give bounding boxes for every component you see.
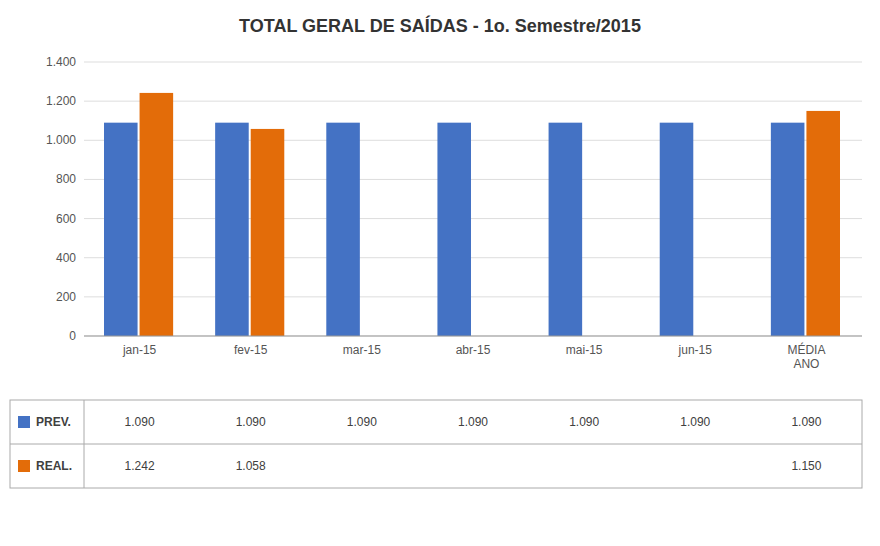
legend-label: REAL. — [36, 459, 72, 473]
x-tick-label: abr-15 — [456, 343, 491, 357]
grid-line — [84, 296, 862, 297]
bar — [140, 93, 174, 336]
legend-swatch — [18, 460, 30, 472]
grid-line — [84, 140, 862, 141]
y-tick-label: 1.400 — [46, 55, 76, 69]
x-tick-label: MÉDIAANO — [787, 342, 825, 371]
bar — [215, 123, 249, 336]
x-tick-label-line: jan-15 — [122, 343, 157, 357]
grid-line — [84, 218, 862, 219]
data-label: 1.090 — [458, 415, 488, 429]
data-label: 1.090 — [791, 415, 821, 429]
bar — [437, 123, 471, 336]
y-tick-label: 600 — [56, 212, 76, 226]
bar — [806, 111, 840, 336]
grid-line — [84, 257, 862, 258]
data-label: 1.150 — [791, 459, 821, 473]
y-tick-label: 1.200 — [46, 94, 76, 108]
y-tick-label: 200 — [56, 290, 76, 304]
table-border — [10, 400, 862, 488]
bar — [251, 129, 285, 336]
title: TOTAL GERAL DE SAÍDAS - 1o. Semestre/201… — [239, 15, 641, 36]
x-tick-label-line: ANO — [793, 357, 819, 371]
grid — [84, 62, 862, 336]
data-table: PREV. 1.090 1.090 1.090 1.090 1.090 1.090 1.090… — [10, 400, 862, 488]
data-label: 1.058 — [236, 459, 266, 473]
data-label: 1.242 — [125, 459, 155, 473]
data-label: 1.090 — [347, 415, 377, 429]
grid-line — [84, 101, 862, 102]
x-tick-label-line: abr-15 — [456, 343, 491, 357]
chart: TOTAL GERAL DE SAÍDAS - 1o. Semestre/201… — [0, 0, 880, 546]
bar — [771, 123, 805, 336]
x-tick-label-line: jun-15 — [678, 343, 713, 357]
bar — [549, 123, 583, 336]
bar — [660, 123, 694, 336]
x-tick-label: jan-15 — [122, 343, 157, 357]
y-tick-label: 1.000 — [46, 133, 76, 147]
table-row-line — [10, 444, 862, 445]
x-tick-label: mar-15 — [343, 343, 381, 357]
legend-label: PREV. — [36, 415, 71, 429]
x-axis-line — [84, 336, 862, 337]
x-tick-label-line: mai-15 — [566, 343, 603, 357]
bar — [104, 123, 138, 336]
table-column-line — [84, 400, 85, 488]
x-tick-label-line: mar-15 — [343, 343, 381, 357]
y-tick-label: 0 — [69, 329, 76, 343]
data-label: 1.090 — [236, 415, 266, 429]
bars — [104, 93, 840, 336]
data-label: 1.090 — [125, 415, 155, 429]
x-tick-label: jun-15 — [678, 343, 713, 357]
x-tick-label-line: MÉDIA — [787, 342, 825, 357]
x-tick-label: fev-15 — [234, 343, 268, 357]
x-tick-label: mai-15 — [566, 343, 603, 357]
data-label: 1.090 — [680, 415, 710, 429]
grid-line — [84, 62, 862, 63]
x-tick-label-line: fev-15 — [234, 343, 268, 357]
y-tick-label: 400 — [56, 251, 76, 265]
grid-line — [84, 179, 862, 180]
data-label: 1.090 — [569, 415, 599, 429]
legend-swatch — [18, 416, 30, 428]
bar — [326, 123, 360, 336]
y-tick-label: 800 — [56, 172, 76, 186]
grid-line — [84, 336, 862, 337]
